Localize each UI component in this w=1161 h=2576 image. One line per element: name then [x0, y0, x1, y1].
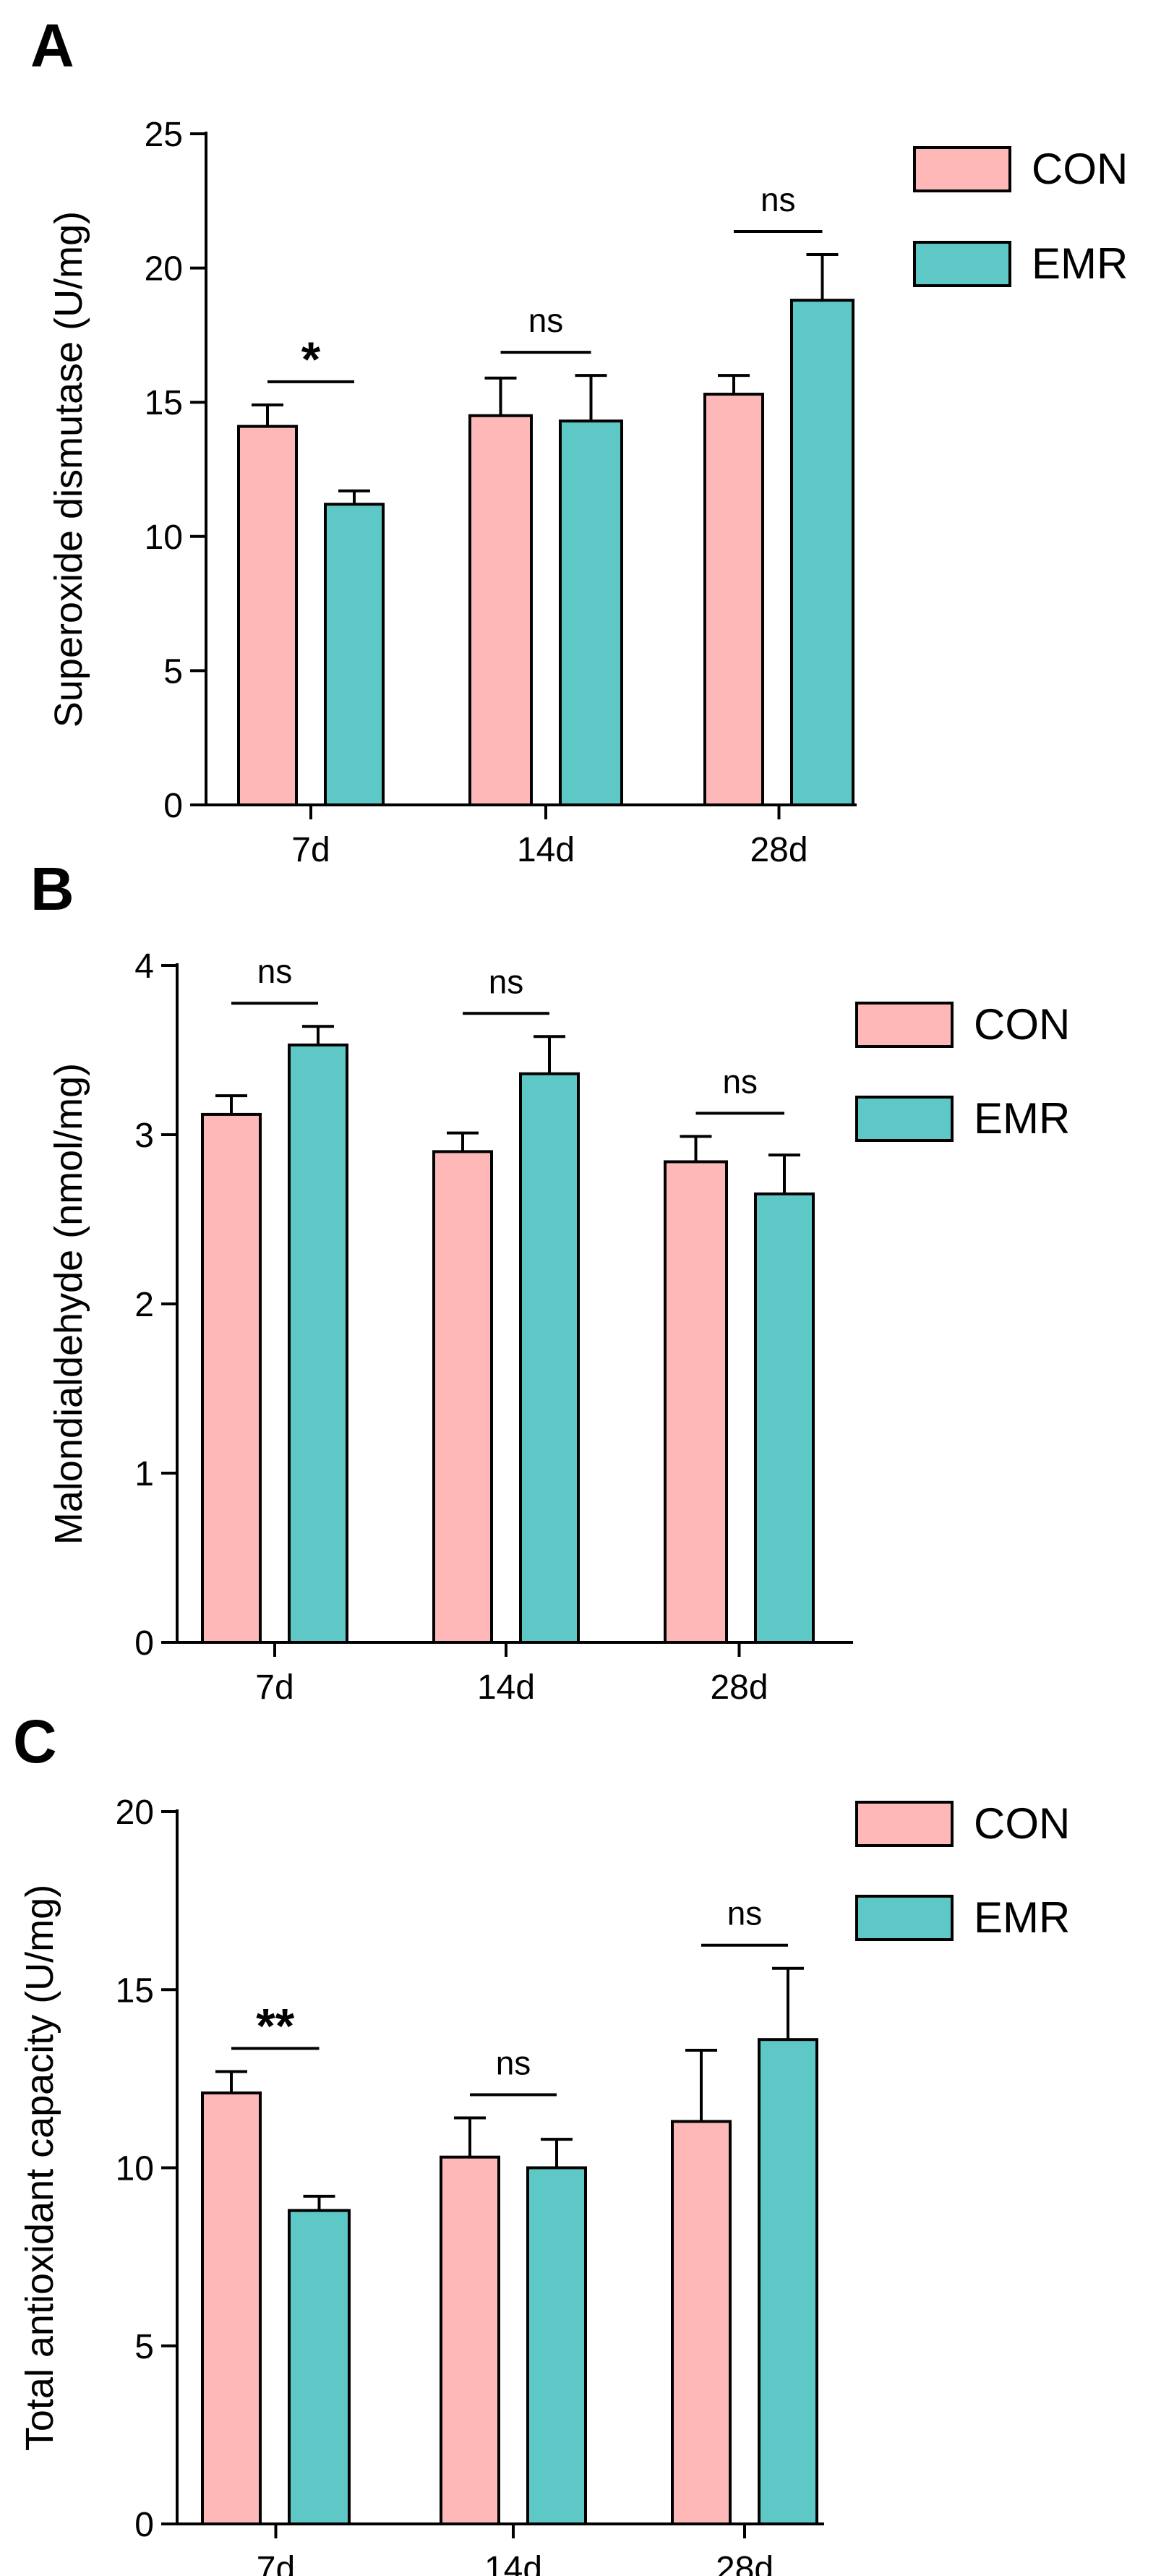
y-tick-label: 0 — [134, 1624, 154, 1663]
panel-C: C 0 5 10 15 20 Total antioxidant capacity (U/m… — [13, 1707, 1070, 2576]
y-tick-label: 1 — [134, 1455, 154, 1493]
bar-emr-7d — [288, 1043, 348, 1644]
y-tick-label: 4 — [134, 947, 154, 986]
y-tick-label: 10 — [116, 2150, 154, 2188]
panel-label: A — [30, 12, 74, 80]
legend-swatch-emr — [913, 241, 1011, 287]
bar-con-7d — [201, 2091, 262, 2525]
y-tick-label: 0 — [163, 787, 183, 825]
y-tick-label: 10 — [145, 519, 183, 557]
bar-emr-28d — [758, 2038, 818, 2525]
significance-label: ns — [727, 1895, 763, 1932]
legend-swatch-emr — [855, 1895, 954, 1941]
y-axis-title: Total antioxidant capacity (U/mg) — [18, 1885, 61, 2451]
y-tick-label: 5 — [134, 2328, 154, 2366]
panel-B: B 0 1 2 3 4 Malondialdehyde (nmol/mg) 7d ns 14d ns… — [30, 855, 1070, 1707]
bar-con-28d — [664, 1160, 728, 1644]
significance-label: ns — [528, 302, 564, 339]
significance-label: ns — [722, 1062, 758, 1100]
panel-A: A 0 5 10 15 20 25 Superoxide dismutase (U/mg) 7d… — [30, 12, 1128, 869]
x-tick-label: 28d — [716, 2550, 774, 2576]
y-axis-title: Malondialdehyde (nmol/mg) — [47, 1063, 90, 1545]
y-tick-label: 20 — [116, 1794, 154, 1832]
legend-swatch-con — [855, 1002, 954, 1048]
significance-label: ** — [256, 1999, 294, 2054]
x-tick-label: 7d — [255, 1668, 294, 1707]
bar-emr-7d — [288, 2209, 351, 2526]
significance-label: ns — [496, 2044, 531, 2082]
significance-label: ns — [489, 963, 524, 1000]
bar-emr-7d — [324, 503, 385, 806]
bar-con-7d — [237, 425, 298, 806]
x-tick-label: 28d — [710, 1668, 768, 1707]
legend-label-emr: EMR — [974, 1094, 1070, 1143]
legend-swatch-con — [913, 146, 1011, 192]
bar-con-28d — [703, 393, 764, 806]
bar-con-28d — [671, 2120, 732, 2526]
bar-con-7d — [201, 1112, 262, 1645]
legend-label-emr: EMR — [974, 1893, 1070, 1942]
y-tick-label: 25 — [145, 116, 183, 154]
bar-emr-28d — [754, 1192, 815, 1644]
x-tick-label: 28d — [750, 831, 807, 869]
y-tick-label: 15 — [116, 1971, 154, 2010]
panel-label: C — [13, 1707, 57, 1775]
legend-swatch-con — [855, 1801, 954, 1847]
y-tick-label: 0 — [134, 2506, 154, 2544]
bar-emr-14d — [519, 1072, 580, 1644]
significance-label: * — [301, 332, 321, 387]
legend-label-con: CON — [974, 1000, 1070, 1049]
x-tick-label: 14d — [477, 1668, 535, 1707]
bar-emr-28d — [790, 299, 854, 807]
significance-label: ns — [761, 181, 796, 218]
y-tick-label: 3 — [134, 1117, 154, 1155]
y-tick-label: 2 — [134, 1286, 154, 1324]
legend-swatch-emr — [855, 1096, 954, 1142]
x-tick-label: 7d — [257, 2550, 295, 2576]
bar-con-14d — [432, 1150, 493, 1644]
y-axis-title: Superoxide dismutase (U/mg) — [47, 211, 90, 728]
bar-emr-14d — [526, 2166, 587, 2525]
legend-label-con: CON — [1032, 145, 1128, 193]
bar-con-14d — [468, 414, 533, 806]
significance-label: ns — [257, 952, 293, 990]
y-tick-label: 20 — [145, 250, 183, 289]
x-tick-label: 7d — [291, 831, 330, 869]
x-tick-label: 14d — [517, 831, 575, 869]
legend-label-con: CON — [974, 1799, 1070, 1848]
x-tick-label: 14d — [484, 2550, 542, 2576]
y-tick-label: 15 — [145, 384, 183, 422]
bar-emr-14d — [559, 419, 623, 806]
legend-label-emr: EMR — [1032, 239, 1128, 288]
panel-label: B — [30, 855, 74, 923]
bar-con-14d — [440, 2155, 500, 2526]
y-tick-label: 5 — [163, 652, 183, 691]
